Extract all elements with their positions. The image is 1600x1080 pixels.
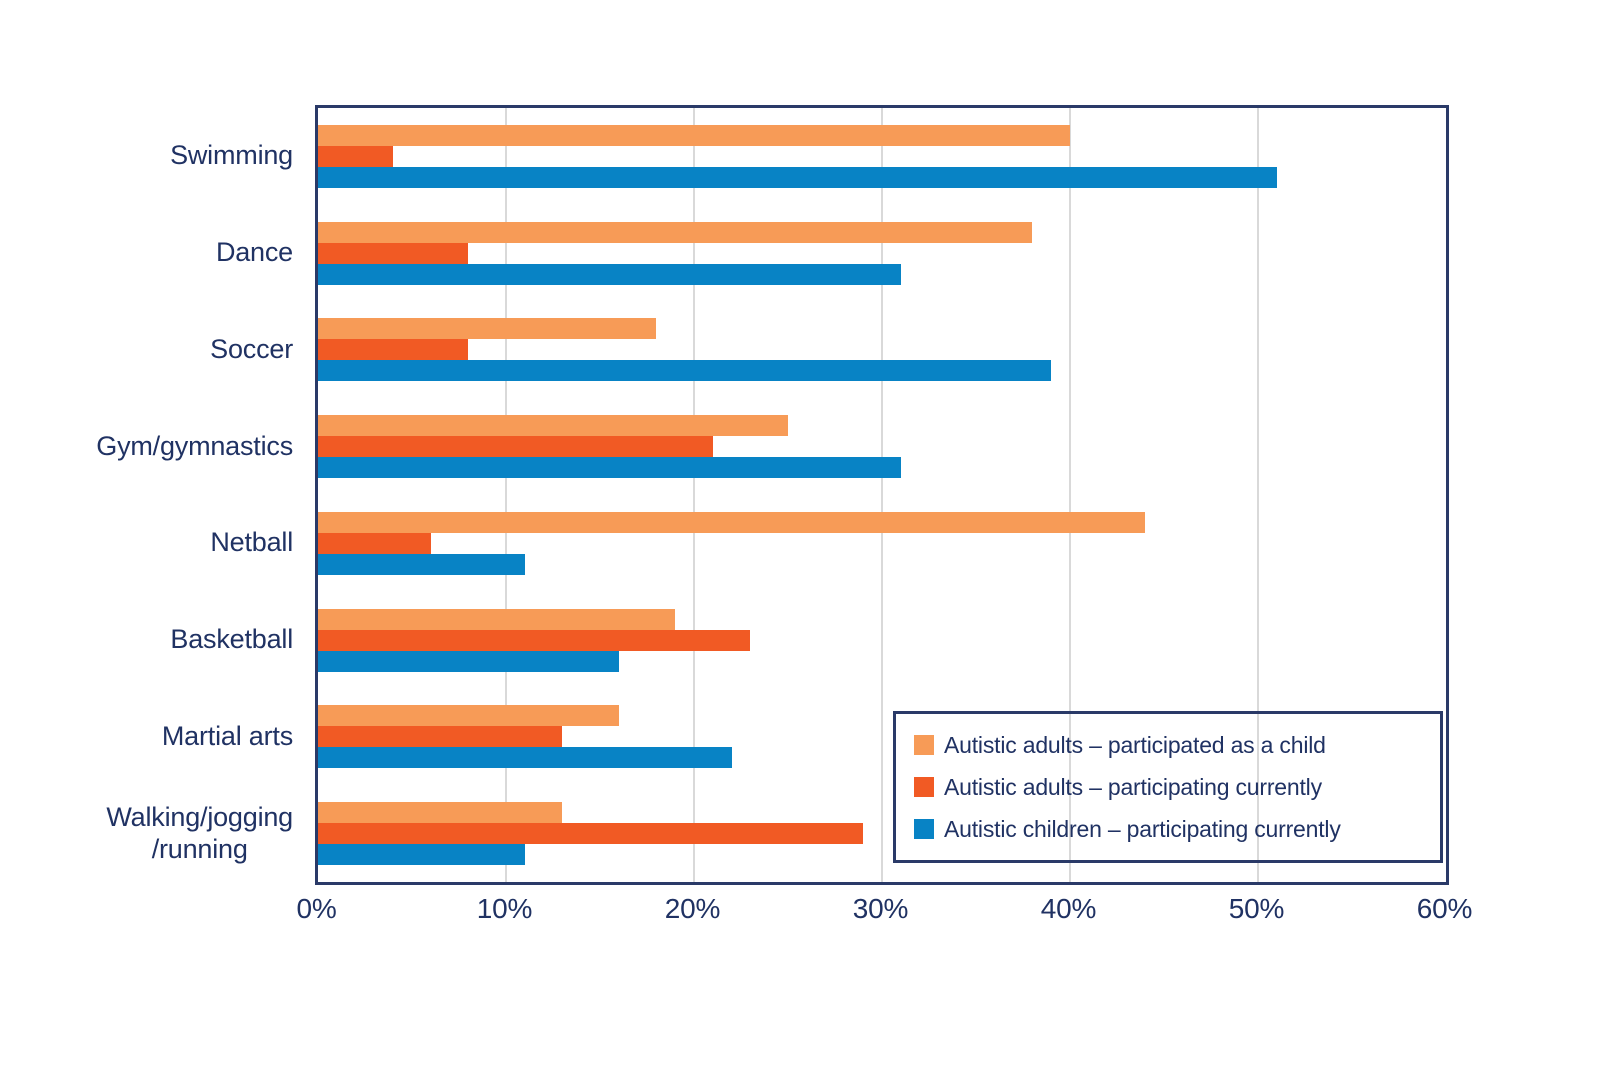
x-tick-0pct: 0% bbox=[296, 893, 337, 924]
bar-soccer-autistic-adults-participated-as-a-child bbox=[318, 318, 657, 340]
bar-swimming-autistic-children-participating-currently bbox=[318, 166, 1277, 188]
legend-swatch-icon bbox=[914, 819, 934, 839]
x-tick-30pct: 30% bbox=[852, 893, 909, 924]
category-label-walking-jogging-running: Walking/jogging/running bbox=[106, 801, 293, 864]
category-label-martial-arts: Martial arts bbox=[161, 720, 293, 751]
legend-label: Autistic children – participating curren… bbox=[944, 815, 1341, 842]
bar-netball-autistic-adults-participating-currently bbox=[318, 532, 431, 554]
x-tick-10pct: 10% bbox=[476, 893, 533, 924]
bar-walking-jogging-running-autistic-adults-participated-as-a-child bbox=[318, 802, 563, 824]
legend-label: Autistic adults – participated as a chil… bbox=[944, 731, 1326, 758]
category-axis: Swimming Dance Soccer Gym/gymnastics Netball… bbox=[0, 108, 293, 882]
legend-item-autistic-adults-participated-as-a-child: Autistic adults – participated as a chil… bbox=[914, 732, 1436, 759]
bar-swimming-autistic-adults-participated-as-a-child bbox=[318, 124, 1070, 146]
bar-swimming-autistic-adults-participating-currently bbox=[318, 145, 394, 167]
bar-netball-autistic-children-participating-currently bbox=[318, 553, 525, 575]
category-label-gym-gymnastics: Gym/gymnastics bbox=[96, 430, 293, 461]
x-tick-20pct: 20% bbox=[664, 893, 721, 924]
bar-soccer-autistic-adults-participating-currently bbox=[318, 339, 469, 361]
legend-swatch-icon bbox=[914, 777, 934, 797]
x-tick-50pct: 50% bbox=[1228, 893, 1285, 924]
bar-basketball-autistic-adults-participating-currently bbox=[318, 629, 751, 651]
plot-area bbox=[315, 105, 1449, 885]
bar-martial-arts-autistic-adults-participating-currently bbox=[318, 726, 563, 748]
bar-dance-autistic-adults-participated-as-a-child bbox=[318, 221, 1033, 243]
gridline-50pct bbox=[1257, 108, 1259, 882]
bar-walking-jogging-running-autistic-children-participating-currently bbox=[318, 844, 525, 866]
bar-walking-jogging-running-autistic-adults-participating-currently bbox=[318, 823, 864, 845]
gridline-30pct bbox=[881, 108, 883, 882]
legend-swatch-icon bbox=[914, 735, 934, 755]
percent-axis: 0% 10% 20% 30% 40% 50% 60% bbox=[0, 893, 1600, 933]
bar-gym-gymnastics-autistic-children-participating-currently bbox=[318, 457, 901, 479]
gridline-20pct bbox=[693, 108, 695, 882]
category-label-netball: Netball bbox=[210, 527, 293, 558]
legend-label: Autistic adults – participating currentl… bbox=[944, 773, 1322, 800]
category-label-dance: Dance bbox=[215, 237, 293, 268]
gridline-40pct bbox=[1069, 108, 1071, 882]
bar-dance-autistic-adults-participating-currently bbox=[318, 242, 469, 264]
bar-basketball-autistic-children-participating-currently bbox=[318, 650, 619, 672]
category-label-soccer: Soccer bbox=[210, 333, 293, 364]
x-tick-40pct: 40% bbox=[1040, 893, 1097, 924]
x-tick-60pct: 60% bbox=[1416, 893, 1473, 924]
bar-martial-arts-autistic-children-participating-currently bbox=[318, 747, 732, 769]
bar-martial-arts-autistic-adults-participated-as-a-child bbox=[318, 705, 619, 727]
bar-basketball-autistic-adults-participated-as-a-child bbox=[318, 608, 676, 630]
bar-dance-autistic-children-participating-currently bbox=[318, 263, 901, 285]
legend: Autistic adults – participated as a chil… bbox=[893, 711, 1443, 863]
bar-gym-gymnastics-autistic-adults-participated-as-a-child bbox=[318, 415, 788, 437]
category-label-swimming: Swimming bbox=[170, 140, 293, 171]
gridline-10pct bbox=[505, 108, 507, 882]
category-label-basketball: Basketball bbox=[170, 624, 293, 655]
legend-item-autistic-children-participating-currently: Autistic children – participating curren… bbox=[914, 816, 1436, 843]
bar-gym-gymnastics-autistic-adults-participating-currently bbox=[318, 436, 713, 458]
bar-netball-autistic-adults-participated-as-a-child bbox=[318, 511, 1146, 533]
legend-item-autistic-adults-participating-currently: Autistic adults – participating currentl… bbox=[914, 774, 1436, 801]
bar-soccer-autistic-children-participating-currently bbox=[318, 360, 1052, 382]
